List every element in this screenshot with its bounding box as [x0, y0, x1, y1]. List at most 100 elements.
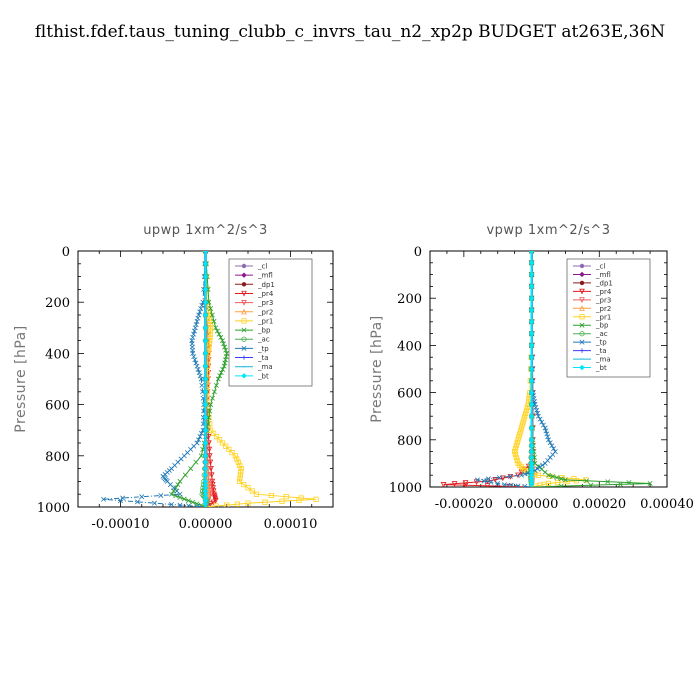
- x-tick-label: -0.00020: [435, 497, 493, 512]
- series-point-pr1: [533, 483, 539, 487]
- legend-marker-tp: [579, 339, 585, 345]
- legend-label-ta: _ta: [595, 347, 607, 355]
- legend-marker-bp: [241, 327, 247, 333]
- series-point-tp: [533, 404, 539, 410]
- series-point-bt: [202, 286, 209, 293]
- legend-label-ta: _ta: [257, 354, 269, 362]
- series-point-tp: [502, 482, 507, 487]
- legend-marker-pr2: [579, 305, 585, 311]
- y-tick-label: 1000: [37, 501, 70, 516]
- legend-box: [228, 258, 313, 387]
- series-point-pr1: [515, 460, 521, 467]
- series-point-pr1: [520, 466, 526, 472]
- series-point-pr1: [517, 431, 523, 437]
- series-point-bp: [190, 499, 196, 505]
- x-tick-label: 0.00040: [640, 497, 694, 512]
- legend-label-tp: _tp: [595, 339, 607, 347]
- legend-label-pr4: _pr4: [257, 290, 274, 298]
- series-point-pr4: [484, 483, 491, 487]
- series-point-pr1: [521, 416, 527, 422]
- series-point-bp: [647, 480, 653, 486]
- chart-subtitle: vpwp 1xm^2/s^3: [486, 223, 610, 238]
- series-point-bp: [208, 402, 214, 408]
- series-point-pr4: [499, 475, 506, 482]
- legend-marker-bt: [241, 373, 247, 379]
- series-point-tp: [158, 492, 164, 498]
- series-point-bt: [528, 472, 535, 478]
- series-point-tp: [535, 410, 540, 416]
- series-point-pr1: [207, 325, 214, 331]
- series-point-pr4: [207, 501, 214, 507]
- series-point-pr4: [462, 482, 469, 487]
- series-point-bt: [528, 354, 535, 360]
- series-point-tp: [539, 419, 545, 425]
- series-point-bp: [211, 389, 217, 395]
- series-point-tp: [177, 491, 183, 497]
- series-point-bt: [202, 494, 209, 501]
- series-point-tp: [549, 443, 555, 449]
- series-point-pr1: [241, 481, 247, 488]
- series-point-bp: [211, 318, 217, 324]
- series-point-pr1: [518, 464, 525, 470]
- series-point-tp: [203, 251, 208, 254]
- series-point-pr4: [208, 472, 215, 479]
- series-point-pr1: [523, 407, 530, 413]
- chart-subtitle: upwp 1xm^2/s^3: [143, 223, 268, 238]
- series-point-tp: [200, 389, 206, 395]
- legend-marker-bp: [579, 322, 585, 328]
- series-point-bt: [528, 260, 535, 266]
- series-point-bt: [202, 497, 209, 504]
- series-point-bp: [182, 472, 188, 478]
- series-point-bt: [202, 491, 209, 497]
- series-point-pr1: [523, 410, 529, 416]
- series-point-bp: [213, 382, 219, 388]
- legend-marker-cl: [241, 263, 247, 269]
- series-point-bp: [181, 496, 187, 502]
- legend-marker-pr2: [241, 308, 247, 315]
- legend-label-ma: _ma: [595, 356, 611, 364]
- legend-label-cl: _cl: [595, 263, 605, 271]
- legend-marker-ac: [241, 336, 247, 342]
- series-point-bt: [528, 307, 535, 313]
- series-point-bt: [528, 330, 535, 337]
- series-point-pr1: [279, 498, 285, 504]
- series-point-pr1: [313, 496, 319, 502]
- series-point-pr4: [492, 477, 499, 483]
- series-point-bp: [584, 478, 590, 484]
- y-tick-label: 600: [397, 387, 422, 402]
- series-point-pr1: [520, 419, 526, 425]
- series-point-bp: [558, 476, 564, 482]
- series-point-pr1: [262, 499, 268, 505]
- series-point-tp: [195, 315, 201, 321]
- series-point-bt: [528, 378, 535, 384]
- series-point-tp: [540, 422, 546, 428]
- series-point-bp: [214, 328, 220, 334]
- series-point-pr4: [207, 459, 214, 466]
- series-point-tp: [551, 446, 557, 452]
- series-point-tp: [535, 466, 540, 472]
- series-point-bt: [202, 325, 209, 331]
- series-point-bt: [202, 485, 209, 491]
- series-point-bp: [213, 325, 219, 331]
- series-point-pr1: [224, 502, 230, 507]
- series-point-pr1: [512, 451, 519, 458]
- series-point-tp: [542, 460, 548, 466]
- legend-marker-pr4: [579, 288, 585, 295]
- legend-label-dp1: _dp1: [257, 281, 275, 289]
- legend-label-tp: _tp: [257, 345, 269, 353]
- series-point-tp: [474, 477, 480, 483]
- legend-label-pr3: _pr3: [257, 299, 273, 307]
- series-point-bp: [562, 477, 568, 483]
- series-point-bt: [202, 401, 209, 408]
- series-point-tp: [525, 470, 531, 476]
- series-point-tp: [194, 363, 200, 369]
- series-point-bp: [220, 366, 226, 372]
- legend-label-mfl: _mfl: [595, 271, 611, 279]
- series-point-bt: [528, 401, 535, 408]
- series-point-bt: [528, 454, 535, 461]
- series-point-pr1: [283, 494, 289, 500]
- series-point-bt: [202, 472, 209, 478]
- series-point-bt: [528, 425, 535, 431]
- series-point-tp: [545, 434, 551, 440]
- series-point-bp: [200, 446, 206, 452]
